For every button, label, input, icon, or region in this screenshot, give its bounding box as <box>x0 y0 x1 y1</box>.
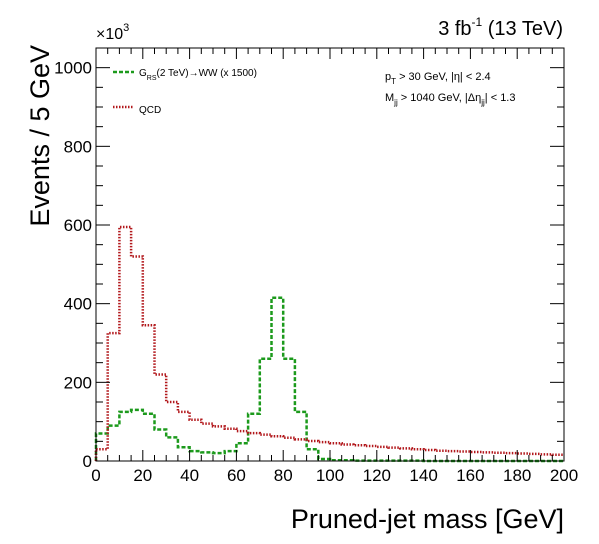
cut1-sub: T <box>391 77 396 86</box>
x-tick-label: 100 <box>316 466 344 485</box>
legend-label-qcd: QCD <box>139 105 161 116</box>
cut-line-2: Mjj > 1040 GeV, |Δηjj| < 1.3 <box>385 92 515 107</box>
x-tick-label: 20 <box>133 466 152 485</box>
x-tick-label: 40 <box>180 466 199 485</box>
y-tick-label: 0 <box>83 452 92 471</box>
y-multiplier-base: ×10 <box>96 26 123 43</box>
legend-signal-tail: (2 TeV)→WW (x 1500) <box>157 68 257 79</box>
header-main: 3 fb <box>438 18 471 40</box>
cut2-a: M <box>385 92 394 104</box>
y-tick-label: 200 <box>64 373 92 392</box>
plot-frame <box>95 47 565 462</box>
x-tick-label: 140 <box>409 466 437 485</box>
y-tick-label: 400 <box>64 295 92 314</box>
series-layer <box>94 225 564 463</box>
header-exp: -1 <box>472 15 483 29</box>
y-multiplier: ×103 <box>96 22 129 43</box>
x-axis-title: Pruned-jet mass [GeV] <box>291 504 564 534</box>
x-tick-label: 200 <box>550 466 578 485</box>
x-tick-label: 180 <box>503 466 531 485</box>
x-tick-label: 120 <box>363 466 391 485</box>
y-tick-label: 800 <box>64 137 92 156</box>
series-qcd-line <box>94 225 564 461</box>
x-tick-label: 80 <box>274 466 293 485</box>
cut2-b: > 1040 GeV, |Δη <box>398 92 482 104</box>
cut-annotations: pT > 30 GeV, |η| < 2.4 Mjj > 1040 GeV, |… <box>385 71 515 107</box>
header-tail: (13 TeV) <box>482 18 563 40</box>
cut2-sub2: jj <box>480 98 485 107</box>
y-axis-title: Events / 5 GeV <box>25 45 55 227</box>
cut2-sub: jj <box>393 98 398 107</box>
legend-signal-sub: RS <box>147 75 157 82</box>
legend-signal-main: G <box>139 68 147 79</box>
legend: GRS(2 TeV)→WW (x 1500) QCD <box>113 68 257 116</box>
x-tick-label: 60 <box>227 466 246 485</box>
x-tick-label: 160 <box>456 466 484 485</box>
cut-line-1: pT > 30 GeV, |η| < 2.4 <box>385 71 491 86</box>
x-tick-label: 0 <box>91 466 100 485</box>
cut1-a: p <box>385 71 391 83</box>
y-tick-label: 1000 <box>54 59 92 78</box>
y-multiplier-exp: 3 <box>123 22 129 34</box>
y-tick-label: 600 <box>64 216 92 235</box>
chart-header: 3 fb-1 (13 TeV) <box>438 15 563 40</box>
cut2-c: | < 1.3 <box>485 92 516 104</box>
cut1-b: > 30 GeV, |η| < 2.4 <box>396 71 491 83</box>
ticks-layer: 0 20 40 60 80 100 120 140 160 180 200 0 200 400 600 800… <box>54 47 578 485</box>
legend-label-signal: GRS(2 TeV)→WW (x 1500) <box>139 68 257 82</box>
